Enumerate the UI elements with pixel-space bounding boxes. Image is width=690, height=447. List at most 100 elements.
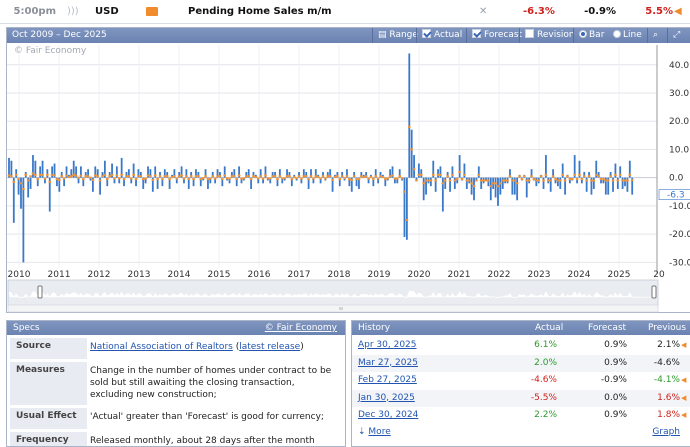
history-actual: 2.2% — [534, 410, 557, 420]
history-date-link[interactable]: Dec 30, 2024 — [358, 410, 419, 420]
forecast-mark — [314, 175, 318, 178]
actual-bar — [144, 177, 147, 184]
graph-link[interactable]: Graph — [652, 427, 680, 437]
actual-bar — [310, 169, 312, 178]
y-tick-label: 20.0 — [669, 117, 689, 127]
x-tick-label: 2015 — [208, 270, 231, 280]
forecast-mark — [62, 177, 66, 180]
latest-release-link[interactable]: latest release — [239, 342, 301, 352]
bar-radio[interactable]: Bar — [573, 28, 609, 43]
history-forecast: -0.9% — [600, 375, 627, 385]
forecast-mark — [355, 178, 358, 181]
actual-bar — [238, 166, 241, 178]
revision-flag-icon: ◀ — [681, 393, 687, 402]
history-date-link[interactable]: Jan 30, 2025 — [358, 392, 415, 403]
range-navigator[interactable] — [7, 279, 659, 313]
forecast-mark — [544, 173, 548, 176]
forecast-mark — [623, 179, 627, 182]
forecast-mark — [271, 175, 274, 178]
actual-bar — [441, 177, 444, 212]
forecast-mark — [520, 178, 524, 181]
forecast-mark — [537, 179, 541, 182]
actual-bar — [235, 177, 238, 187]
forecast-mark — [26, 179, 30, 182]
forecast-mark — [307, 178, 310, 181]
actual-bar — [156, 177, 159, 189]
zoom-icon[interactable]: ⌕ — [647, 28, 663, 43]
actual-bar — [604, 177, 607, 195]
revision-checkbox[interactable]: Revision — [519, 28, 580, 43]
actual-bar — [207, 177, 209, 189]
forecast-mark — [36, 178, 40, 181]
history-previous: 2.1% — [657, 340, 680, 350]
x-tick-label: 2023 — [528, 270, 551, 280]
forecast-mark — [453, 179, 457, 182]
event-title[interactable]: Pending Home Sales m/m — [188, 6, 332, 17]
history-date-link[interactable]: Feb 27, 2025 — [358, 375, 417, 385]
actual-bar — [175, 177, 178, 184]
forecast-mark — [244, 175, 248, 178]
forecast-mark — [290, 178, 294, 181]
actual-bar — [70, 169, 73, 178]
forecast-mark — [412, 168, 416, 171]
forecast-mark — [328, 175, 332, 178]
forecast-mark — [436, 173, 440, 176]
actual-bar — [101, 172, 104, 178]
spec-value: Released monthly, about 28 days after th… — [90, 436, 315, 446]
forecast-mark — [563, 179, 567, 182]
actual-bar — [32, 155, 34, 178]
actual-bar — [592, 177, 595, 189]
forecast-mark — [127, 175, 131, 178]
history-date-link[interactable]: Apr 30, 2025 — [358, 340, 417, 350]
actual-bar — [403, 177, 406, 237]
actual-checkbox[interactable]: Actual — [416, 28, 467, 43]
speaker-icon[interactable]: ))) — [67, 6, 79, 17]
forecast-mark — [240, 177, 243, 180]
actual-bar — [183, 177, 185, 184]
actual-bar — [307, 177, 310, 189]
bar-radio-dot[interactable] — [579, 30, 587, 38]
actual-bar — [312, 177, 315, 184]
actual-bar — [298, 172, 300, 178]
forecast-mark — [120, 173, 123, 176]
revision-flag-icon: ◀ — [681, 376, 687, 384]
specs-header: Specs © Fair Economy — [7, 321, 345, 335]
more-link[interactable]: ⇣ More — [358, 424, 391, 441]
revision-checkbox-box[interactable] — [525, 29, 534, 38]
line-radio[interactable]: Line — [613, 28, 642, 43]
forecast-mark — [585, 179, 588, 182]
forecast-mark — [384, 178, 387, 181]
actual-bar — [576, 177, 578, 184]
forecast-mark — [333, 176, 337, 179]
actual-bar — [271, 172, 274, 178]
forecast-checkbox-box[interactable] — [472, 29, 481, 38]
forecast-mark — [295, 177, 298, 180]
actual-bar — [130, 177, 133, 184]
actual-checkbox-box[interactable] — [422, 29, 431, 38]
fair-economy-link[interactable]: © Fair Economy — [264, 323, 337, 333]
actual-bar — [36, 177, 39, 187]
forecast-mark — [386, 177, 390, 180]
actual-bar — [489, 177, 492, 201]
forecast-mark — [575, 178, 579, 181]
history-forecast: 0.0% — [604, 392, 627, 403]
range-button[interactable]: ▤ Range — [372, 28, 423, 43]
actual-bar — [161, 177, 164, 187]
actual-bar — [190, 172, 193, 178]
actual-bar — [168, 177, 171, 189]
actual-bar — [63, 177, 66, 187]
actual-bar — [456, 177, 459, 184]
forecast-checkbox[interactable]: Forecast — [466, 28, 527, 43]
source-link[interactable]: National Association of Realtors — [90, 342, 233, 352]
forecast-mark — [345, 175, 349, 178]
actual-bar — [609, 172, 612, 178]
forecast-mark — [499, 182, 502, 185]
forecast-mark — [55, 178, 59, 181]
more-label: More — [368, 427, 391, 437]
line-radio-dot[interactable] — [613, 30, 621, 38]
event-row[interactable]: 5:00pm ))) USD Pending Home Sales m/m ✕ … — [0, 0, 690, 24]
expand-icon[interactable]: ⤢ — [667, 28, 685, 43]
close-icon[interactable]: ✕ — [479, 6, 488, 17]
actual-bar — [616, 177, 619, 189]
history-date-link[interactable]: Mar 27, 2025 — [358, 357, 418, 368]
